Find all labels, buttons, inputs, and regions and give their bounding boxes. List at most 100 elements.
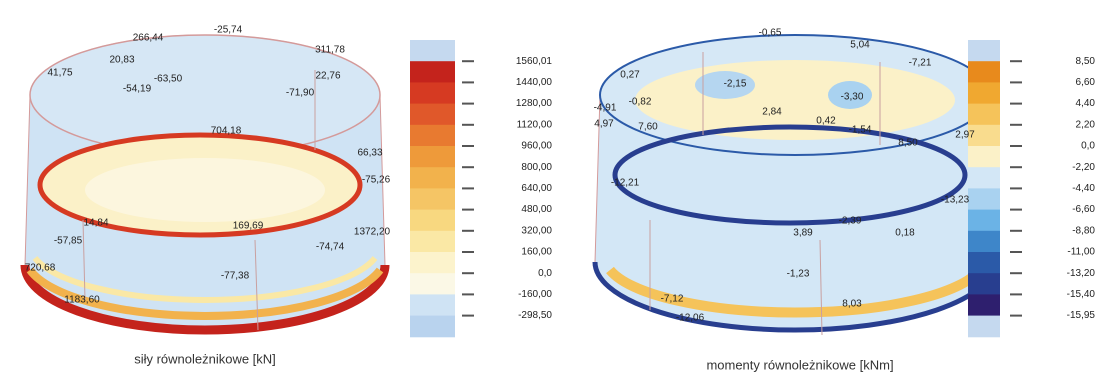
colorbar-band — [410, 316, 455, 338]
caption: momenty równoleżnikowe [kNm] — [706, 357, 893, 372]
value-label: 14,84 — [83, 218, 108, 229]
colorbar-label: 0,0 — [538, 268, 552, 279]
colorbar-label: 0,0 — [1081, 141, 1095, 152]
value-label: 66,33 — [357, 148, 382, 159]
colorbar-band — [410, 146, 455, 168]
value-label: 311,78 — [315, 45, 345, 56]
value-label: -75,26 — [362, 175, 391, 186]
value-label: -1,23 — [787, 269, 810, 280]
colorbar-label: -6,60 — [1072, 204, 1095, 215]
colorbar-band — [410, 294, 455, 316]
value-label: 0,27 — [620, 70, 640, 81]
colorbar-label: 160,00 — [521, 247, 552, 258]
colorbar-label: 640,00 — [521, 183, 552, 194]
colorbar-band — [968, 294, 1000, 316]
value-label: -4,91 — [594, 103, 617, 114]
value-label: 704,18 — [211, 126, 242, 137]
value-label: -77,38 — [221, 271, 250, 282]
value-label: -3,30 — [841, 92, 864, 103]
colorbar-band — [968, 188, 1000, 210]
colorbar-label: 1120,00 — [517, 119, 553, 130]
value-label: 2,84 — [762, 107, 782, 118]
colorbar-band — [410, 61, 455, 83]
value-label: -2,39 — [839, 216, 862, 227]
value-label: -0,82 — [629, 97, 652, 108]
value-label: 1183,60 — [64, 295, 100, 306]
colorbar-label: -13,20 — [1067, 268, 1096, 279]
value-label: -74,74 — [316, 242, 345, 253]
colorbar-label: 1560,01 — [516, 56, 553, 67]
value-label: 0,42 — [816, 116, 836, 127]
value-label: -71,90 — [286, 88, 315, 99]
colorbar-label: -11,00 — [1067, 247, 1095, 258]
colorbar-band — [410, 273, 455, 295]
value-label: 169,69 — [233, 221, 264, 232]
value-label: 7,60 — [638, 122, 658, 133]
colorbar-band — [968, 40, 1000, 62]
caption: siły równoleżnikowe [kN] — [134, 351, 276, 366]
colorbar-label: -2,20 — [1072, 162, 1095, 173]
colorbar-label: 320,00 — [521, 225, 552, 236]
colorbar-label: 2,20 — [1076, 119, 1096, 130]
colorbar-label: 1440,00 — [516, 77, 553, 88]
value-label: 720,68 — [25, 263, 56, 274]
colorbar-band — [968, 231, 1000, 253]
colorbar-label: -160,00 — [518, 289, 552, 300]
figure: siły równoleżnikowe [kN] momenty równole… — [0, 0, 1119, 376]
value-label: -63,50 — [154, 74, 183, 85]
value-label: 2,97 — [955, 130, 975, 141]
colorbar-band — [410, 167, 455, 189]
colorbar-band — [968, 252, 1000, 274]
colorbar-label: 1280,00 — [516, 98, 553, 109]
value-label: 4,97 — [594, 119, 614, 130]
value-label: -54,19 — [123, 84, 152, 95]
colorbar-band — [410, 231, 455, 253]
value-label: 1372,20 — [354, 227, 391, 238]
value-label: -12,21 — [611, 178, 640, 189]
colorbar-band — [968, 104, 1000, 126]
value-label: 8,50 — [898, 138, 918, 149]
colorbar-band — [410, 210, 455, 232]
colorbar-band — [410, 40, 455, 62]
colorbar-label: 480,00 — [521, 204, 552, 215]
colorbar-band — [968, 167, 1000, 189]
value-label: 3,89 — [793, 228, 813, 239]
colorbar-label: 6,60 — [1076, 77, 1096, 88]
value-label: -1,54 — [849, 125, 872, 136]
colorbar-band — [968, 316, 1000, 338]
colorbar-label: -15,40 — [1067, 289, 1096, 300]
colorbar-label: 800,00 — [521, 162, 552, 173]
colorbar-band — [968, 273, 1000, 295]
value-label: -13,23 — [941, 195, 970, 206]
colorbar-band — [410, 188, 455, 210]
colorbar-label: -15,95 — [1067, 310, 1096, 321]
value-label: 20,83 — [109, 55, 134, 66]
value-label: -12,06 — [676, 313, 705, 324]
colorbar-band — [410, 82, 455, 104]
value-label: -57,85 — [54, 236, 83, 247]
value-label: 266,44 — [133, 33, 164, 44]
colorbar-label: -8,80 — [1072, 225, 1095, 236]
value-label: -0,65 — [759, 28, 782, 39]
colorbar-label: -4,40 — [1072, 183, 1095, 194]
colorbar-band — [968, 61, 1000, 83]
cylinder-right — [595, 35, 995, 335]
value-label: -7,21 — [909, 58, 932, 69]
colorbar-band — [410, 252, 455, 274]
value-label: -2,15 — [724, 79, 747, 90]
value-label: 0,18 — [895, 228, 915, 239]
colorbar-label: 4,40 — [1076, 98, 1096, 109]
colorbar-band — [968, 210, 1000, 232]
value-label: 41,75 — [47, 68, 72, 79]
value-label: 5,04 — [850, 40, 870, 51]
colorbar-label: 960,00 — [521, 141, 552, 152]
value-label: -25,74 — [214, 25, 243, 36]
colorbar-band — [410, 125, 455, 147]
colorbar-band — [968, 82, 1000, 104]
value-label: -7,12 — [661, 294, 684, 305]
colorbar-band — [410, 104, 455, 126]
colorbar-band — [968, 146, 1000, 168]
value-label: 8,03 — [842, 299, 862, 310]
colorbar-label: -298,50 — [518, 310, 552, 321]
value-label: 22,76 — [315, 71, 340, 82]
